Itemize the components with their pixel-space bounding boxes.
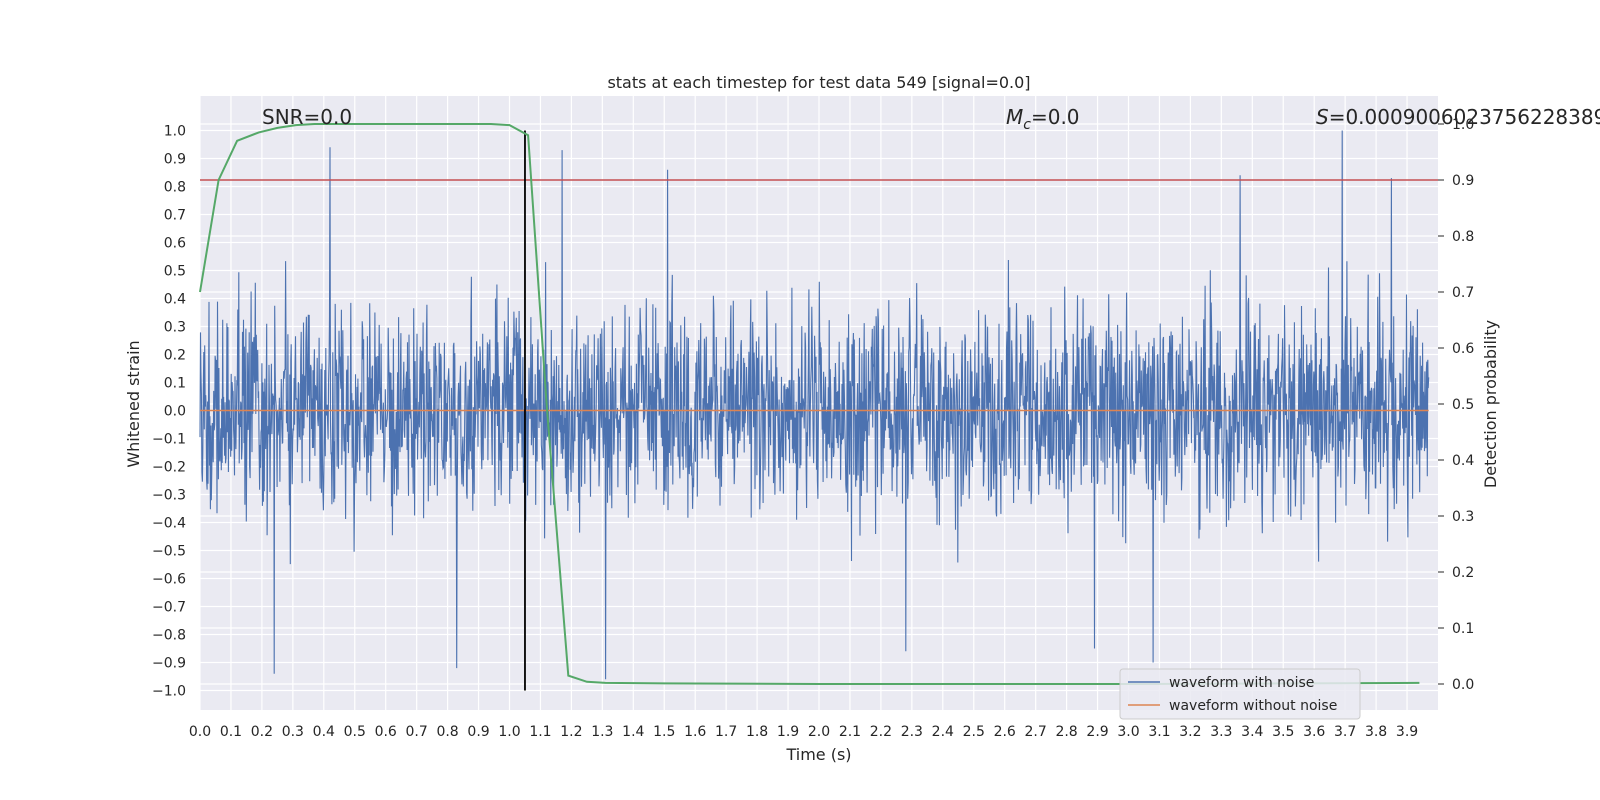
x-tick-label: 0.1 (220, 724, 242, 740)
y-tick-label: 0.6 (164, 236, 186, 252)
y-tick-label: −0.5 (152, 544, 186, 560)
x-tick-label: 3.8 (1365, 724, 1387, 740)
y-tick-label: 0.7 (164, 208, 186, 224)
x-tick-label: 1.9 (777, 724, 799, 740)
annotation-s-value: =0.0009006023756228389 (1329, 105, 1600, 129)
x-tick-label: 1.7 (715, 724, 737, 740)
x-tick-label: 3.6 (1303, 724, 1325, 740)
x-tick-label: 0.2 (251, 724, 273, 740)
y2-tick-label: 0.9 (1452, 173, 1474, 189)
x-tick-label: 2.6 (994, 724, 1016, 740)
annotation-s: S=0.0009006023756228389 (1316, 105, 1600, 129)
x-axis-label: Time (s) (785, 745, 851, 764)
y-tick-label: 0.5 (164, 264, 186, 280)
legend-label-waveform-with-noise: waveform with noise (1169, 675, 1314, 691)
waveform-with-noise-line (199, 130, 1430, 680)
x-tick-label: 0.3 (282, 724, 304, 740)
x-tick-label: 1.5 (653, 724, 675, 740)
x-tick-label: 2.1 (839, 724, 861, 740)
x-tick-label: 2.4 (932, 724, 954, 740)
annotation-chirp-mass: Mc=0.0 (1006, 105, 1080, 133)
y2-axis-label: Detection probability (1481, 320, 1500, 488)
legend-label-waveform-without-noise: waveform without noise (1169, 698, 1337, 714)
y-tick-label: 0.2 (164, 348, 186, 364)
y-tick-label: −1.0 (152, 684, 186, 700)
x-tick-label: 3.7 (1334, 724, 1356, 740)
y2-tick-label: 0.1 (1452, 621, 1474, 637)
y2-tick-label: 0.0 (1452, 677, 1474, 693)
x-tick-label: 1.0 (498, 724, 520, 740)
x-tick-label: 1.6 (684, 724, 706, 740)
y2-tick-label: 0.4 (1452, 453, 1474, 469)
annotation-mc-symbol: M (1006, 105, 1023, 129)
x-tick-label: 0.4 (313, 724, 335, 740)
x-tick-label: 2.2 (870, 724, 892, 740)
y2-tick-label: 1.0 (1452, 117, 1474, 133)
x-tick-label: 2.9 (1086, 724, 1108, 740)
x-tick-label: 0.9 (467, 724, 489, 740)
annotation-mc-subscript: c (1023, 117, 1031, 133)
x-tick-label: 3.4 (1241, 724, 1263, 740)
y2-tick-label: 0.8 (1452, 229, 1474, 245)
chart-lines (199, 123, 1438, 691)
x-tick-label: 3.3 (1210, 724, 1232, 740)
x-tick-label: 0.6 (375, 724, 397, 740)
y2-tick-label: 0.6 (1452, 341, 1474, 357)
y-tick-label: −0.7 (152, 600, 186, 616)
legend: waveform with noise waveform without noi… (1119, 668, 1361, 720)
legend-box (1119, 668, 1361, 720)
y-tick-label: 0.9 (164, 152, 186, 168)
y-axis-ticks: 1.0 0.9 0.8 0.7 0.6 0.5 0.4 0.3 0.2 0.1 0.0 −0.1 −0.… (152, 124, 186, 700)
x-tick-label: 3.0 (1117, 724, 1139, 740)
x-axis-ticks: 0.0 0.1 0.2 0.3 0.4 0.5 0.6 0.7 0.8 0.9 1.0 1.1 1.2 1… (189, 724, 1418, 740)
y-tick-label: 0.8 (164, 180, 186, 196)
x-tick-label: 0.5 (344, 724, 366, 740)
y2-tick-label: 0.2 (1452, 565, 1474, 581)
x-tick-label: 3.5 (1272, 724, 1294, 740)
annotation-mc-value: =0.0 (1031, 105, 1080, 129)
x-tick-label: 3.2 (1179, 724, 1201, 740)
y-tick-label: −0.2 (152, 460, 186, 476)
x-tick-label: 1.4 (622, 724, 644, 740)
y-tick-label: 0.3 (164, 320, 186, 336)
y-tick-label: −0.4 (152, 516, 186, 532)
y-axis-label: Whitened strain (124, 340, 143, 467)
series-waveform-with-noise (199, 130, 1430, 680)
x-tick-label: 0.8 (436, 724, 458, 740)
x-tick-label: 1.1 (529, 724, 551, 740)
y2-axis-ticks: 1.0 0.9 0.8 0.7 0.6 0.5 0.4 0.3 0.2 0.1 0.0 (1438, 117, 1474, 693)
y-tick-label: −0.1 (152, 432, 186, 448)
annotation-s-symbol: S (1316, 105, 1329, 129)
y-tick-label: −0.3 (152, 488, 186, 504)
y-tick-label: 0.0 (164, 404, 186, 420)
y2-tick-label: 0.5 (1452, 397, 1474, 413)
x-tick-label: 2.7 (1025, 724, 1047, 740)
x-tick-label: 3.9 (1396, 724, 1418, 740)
y-tick-label: 1.0 (164, 124, 186, 140)
y-tick-label: −0.8 (152, 628, 186, 644)
x-tick-label: 2.8 (1055, 724, 1077, 740)
detection-probability-line (199, 123, 1420, 685)
y-tick-label: 0.4 (164, 292, 186, 308)
y-tick-label: −0.6 (152, 572, 186, 588)
chart-title: stats at each timestep for test data 549… (607, 73, 1030, 92)
y2-tick-label: 0.7 (1452, 285, 1474, 301)
x-tick-label: 2.0 (808, 724, 830, 740)
x-tick-label: 1.2 (560, 724, 582, 740)
x-tick-label: 3.1 (1148, 724, 1170, 740)
x-tick-label: 2.5 (963, 724, 985, 740)
y2-tick-label: 0.3 (1452, 509, 1474, 525)
annotation-snr: SNR=0.0 (262, 105, 352, 129)
y-tick-label: 0.1 (164, 376, 186, 392)
x-tick-label: 1.3 (591, 724, 613, 740)
y-tick-label: −0.9 (152, 656, 186, 672)
x-tick-label: 0.7 (406, 724, 428, 740)
x-tick-label: 2.3 (901, 724, 923, 740)
x-tick-label: 0.0 (189, 724, 211, 740)
x-tick-label: 1.8 (746, 724, 768, 740)
